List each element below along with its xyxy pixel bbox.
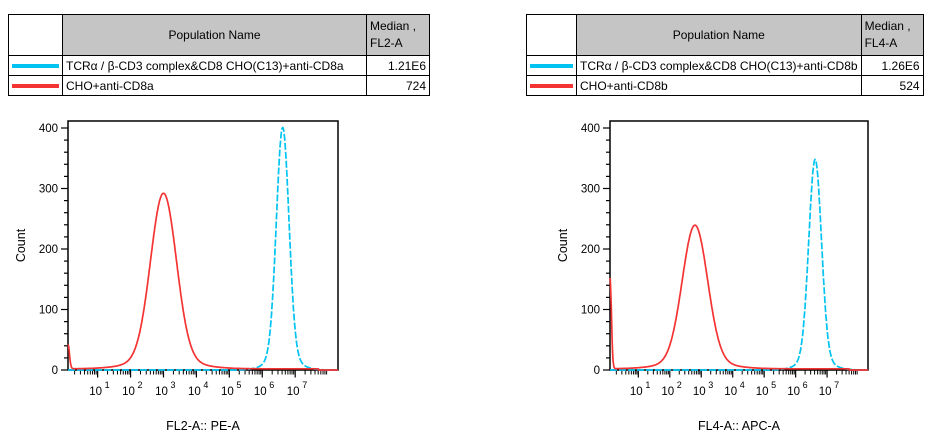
y-tick-label: 400 [39,123,58,135]
cyan-population-swatch [12,63,59,68]
x-tick-label-base: 10 [661,386,674,398]
x-tick-label-base: 10 [287,386,300,398]
median-value: 1.26E6 [860,55,924,76]
plot-border [609,120,869,371]
x-tick-label-exponent: 2 [138,380,143,390]
table-row: CHO+anti-CD8a 724 [8,75,430,96]
population-table-fl4: Population Name Median , FL4-A TCRα / β-… [526,14,924,96]
histogram-fl2-pe: 0100200300400101102103104105106107FL2-A:… [14,120,339,433]
table-row: TCRα / β-CD3 complex&CD8 CHO(C13)+anti-C… [526,55,924,76]
x-tick-label-exponent: 1 [645,380,650,390]
population-name: CHO+anti-CD8b [576,75,862,96]
table-row: TCRα / β-CD3 complex&CD8 CHO(C13)+anti-C… [8,55,430,76]
x-tick-label-exponent: 7 [834,380,839,390]
cyan-population-curve [609,158,869,371]
swatch-cell [8,75,63,96]
x-tick-label-base: 10 [787,386,800,398]
x-tick-label-base: 10 [122,386,135,398]
x-tick-label-base: 10 [221,386,234,398]
cyan-population-swatch [530,63,573,68]
swatch-header-cell [8,14,63,56]
y-tick-label: 300 [39,184,58,196]
x-tick-label-base: 10 [188,386,201,398]
x-tick-label-base: 10 [254,386,267,398]
x-tick-label-base: 10 [693,386,706,398]
x-tick-label-base: 10 [819,386,832,398]
y-tick-label: 0 [594,365,600,377]
cyan-population-curve [67,126,339,371]
swatch-cell [8,55,63,76]
swatch-cell [526,75,577,96]
median-header-line2: FL2-A [370,36,403,50]
x-tick-label-base: 10 [630,386,643,398]
x-axis-title: FL4-A:: APC-A [698,419,781,433]
plot-border [67,120,339,371]
y-tick-label: 400 [581,123,600,135]
x-tick-label-exponent: 6 [803,380,808,390]
population-name: TCRα / β-CD3 complex&CD8 CHO(C13)+anti-C… [62,55,367,76]
y-tick-label: 200 [39,244,58,256]
median-header: Median , FL2-A [366,14,430,56]
median-header-line1: Median , [864,19,911,33]
x-tick-label-base: 10 [155,386,168,398]
histogram-fl4-apc: 0100200300400101102103104105106107FL4-A:… [556,120,869,433]
x-tick-label-exponent: 5 [771,380,776,390]
population-table-fl2: Population Name Median , FL2-A TCRα / β-… [8,14,430,96]
table-header-row: Population Name Median , FL2-A [8,14,430,56]
table-row: CHO+anti-CD8b 524 [526,75,924,96]
y-tick-label: 100 [39,305,58,317]
x-tick-label-exponent: 7 [302,380,307,390]
y-tick-label: 300 [581,184,600,196]
population-name: CHO+anti-CD8a [62,75,367,96]
median-header: Median , FL4-A [860,14,924,56]
x-tick-label-exponent: 6 [269,380,274,390]
median-header-line2: FL4-A [864,36,898,50]
x-axis-title: FL2-A:: PE-A [166,419,240,433]
x-tick-label-exponent: 2 [677,380,682,390]
population-name-header: Population Name [62,14,367,56]
swatch-cell [526,55,577,76]
red-population-curve [67,192,339,371]
population-name: TCRα / β-CD3 complex&CD8 CHO(C13)+anti-C… [576,55,862,76]
x-tick-label-base: 10 [89,386,102,398]
x-tick-label-exponent: 4 [203,380,208,390]
x-tick-label-exponent: 5 [236,380,241,390]
x-tick-label-exponent: 1 [105,380,110,390]
table-header-row: Population Name Median , FL4-A [526,14,924,56]
red-population-swatch [12,83,59,88]
x-tick-label-exponent: 4 [740,380,745,390]
median-value: 524 [860,75,924,96]
red-population-curve [609,224,869,371]
x-tick-label-exponent: 3 [170,380,175,390]
population-name-header: Population Name [576,14,862,56]
y-tick-label: 200 [581,244,600,256]
y-tick-label: 0 [52,365,58,377]
median-value: 724 [366,75,430,96]
red-population-swatch [530,83,573,88]
median-header-line1: Median , [370,19,417,33]
y-axis-title: Count [556,228,570,262]
swatch-header-cell [526,14,577,56]
median-value: 1.21E6 [366,55,430,76]
x-tick-label-base: 10 [724,386,737,398]
x-tick-label-exponent: 3 [708,380,713,390]
x-tick-label-base: 10 [756,386,769,398]
y-axis-title: Count [14,228,28,262]
y-tick-label: 100 [581,305,600,317]
